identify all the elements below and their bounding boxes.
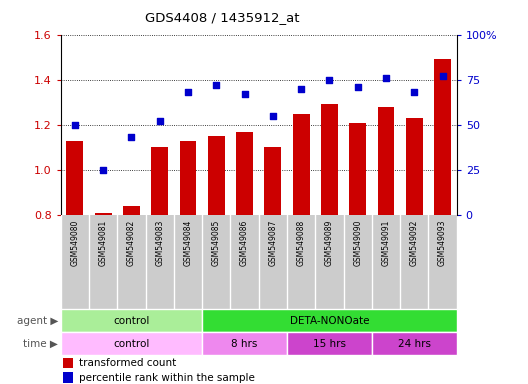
- Bar: [202, 332, 287, 355]
- Point: [353, 84, 362, 90]
- Bar: [236, 132, 253, 215]
- Bar: [287, 332, 372, 355]
- Text: GSM549089: GSM549089: [325, 220, 334, 266]
- Bar: [406, 118, 423, 215]
- Text: control: control: [113, 316, 149, 326]
- Text: GSM549091: GSM549091: [382, 220, 391, 266]
- Text: GSM549082: GSM549082: [127, 220, 136, 266]
- Point: [410, 89, 419, 95]
- Bar: [434, 60, 451, 215]
- Point: [184, 89, 192, 95]
- Bar: [151, 147, 168, 215]
- Point: [297, 86, 305, 92]
- Bar: [378, 107, 394, 215]
- Text: 24 hrs: 24 hrs: [398, 339, 431, 349]
- Bar: [202, 309, 457, 332]
- Text: GDS4408 / 1435912_at: GDS4408 / 1435912_at: [145, 12, 299, 25]
- Text: GSM549093: GSM549093: [438, 220, 447, 266]
- Text: GSM549092: GSM549092: [410, 220, 419, 266]
- Bar: [372, 332, 457, 355]
- Text: GSM549086: GSM549086: [240, 220, 249, 266]
- Bar: [63, 372, 73, 382]
- Bar: [67, 141, 83, 215]
- Text: percentile rank within the sample: percentile rank within the sample: [79, 372, 255, 383]
- Bar: [63, 358, 73, 368]
- Text: GSM549087: GSM549087: [268, 220, 277, 266]
- Text: time ▶: time ▶: [23, 339, 58, 349]
- Bar: [61, 309, 202, 332]
- Point: [155, 118, 164, 124]
- Point: [382, 75, 390, 81]
- Text: GSM549081: GSM549081: [99, 220, 108, 266]
- Bar: [95, 213, 111, 215]
- Text: 15 hrs: 15 hrs: [313, 339, 346, 349]
- Text: transformed count: transformed count: [79, 358, 176, 368]
- Point: [212, 82, 221, 88]
- Text: agent ▶: agent ▶: [17, 316, 58, 326]
- Point: [71, 122, 79, 128]
- Point: [325, 77, 334, 83]
- Text: DETA-NONOate: DETA-NONOate: [290, 316, 369, 326]
- Text: 8 hrs: 8 hrs: [231, 339, 258, 349]
- Text: GSM549084: GSM549084: [184, 220, 193, 266]
- Bar: [61, 332, 202, 355]
- Text: GSM549080: GSM549080: [70, 220, 79, 266]
- Bar: [123, 206, 140, 215]
- Text: control: control: [113, 339, 149, 349]
- Text: GSM549085: GSM549085: [212, 220, 221, 266]
- Point: [127, 134, 136, 141]
- Text: GSM549088: GSM549088: [297, 220, 306, 266]
- Bar: [180, 141, 196, 215]
- Point: [269, 113, 277, 119]
- Text: GSM549083: GSM549083: [155, 220, 164, 266]
- Bar: [293, 114, 309, 215]
- Bar: [349, 122, 366, 215]
- Point: [99, 167, 107, 173]
- Bar: [265, 147, 281, 215]
- Point: [438, 73, 447, 79]
- Text: GSM549090: GSM549090: [353, 220, 362, 266]
- Bar: [321, 104, 338, 215]
- Bar: [208, 136, 225, 215]
- Point: [240, 91, 249, 97]
